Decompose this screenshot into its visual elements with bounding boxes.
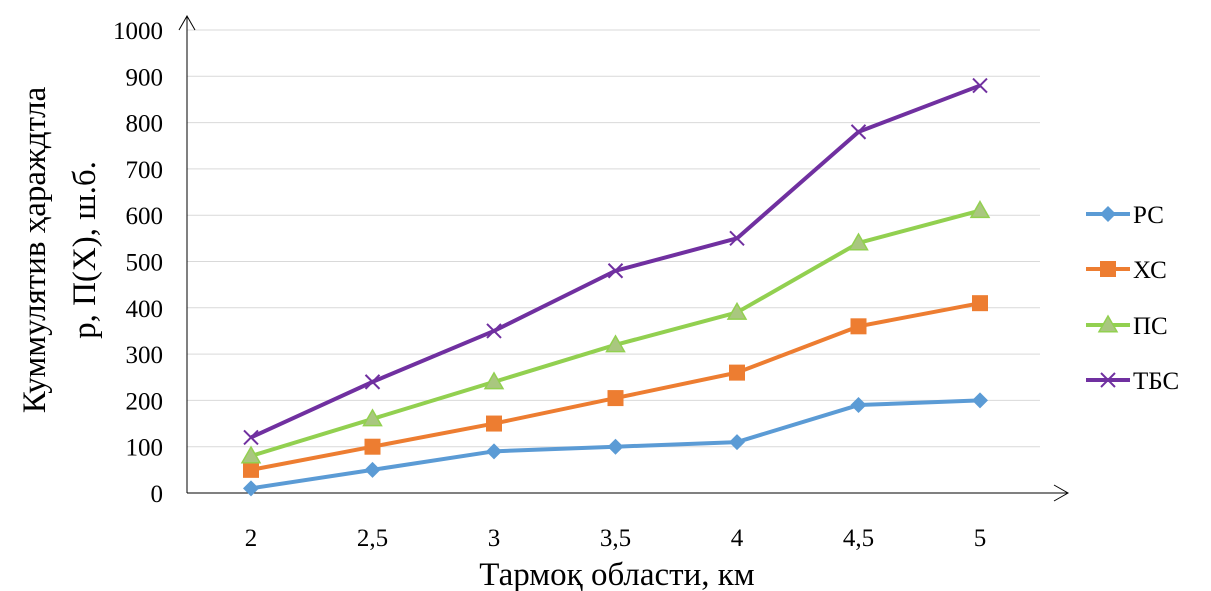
x-axis-label: Тармоқ области, км	[479, 557, 754, 591]
data-point	[972, 295, 988, 312]
y-tick-label: 600	[126, 203, 164, 230]
legend-label: РС	[1133, 202, 1164, 229]
y-tick-label: 900	[126, 64, 164, 91]
y-tick-label: 300	[126, 342, 164, 369]
y-axis-label-line-2: р, П(Х), ш.б.	[67, 161, 103, 339]
data-point	[362, 408, 383, 427]
legend-marker	[1100, 372, 1116, 388]
data-point	[607, 263, 624, 279]
x-tick-label: 4	[731, 525, 744, 552]
x-tick-label: 3	[488, 525, 501, 552]
legend-marker	[1100, 261, 1116, 277]
data-point	[486, 323, 502, 339]
data-point	[729, 230, 745, 247]
y-tick-label: 400	[126, 296, 164, 323]
data-point	[850, 318, 867, 335]
data-point	[364, 438, 381, 455]
legend-marker	[1097, 314, 1119, 333]
series-ПС	[240, 200, 991, 464]
series-line	[250, 208, 981, 458]
gridlines	[187, 29, 1040, 448]
data-point	[483, 371, 505, 390]
data-series	[240, 77, 991, 497]
legend-item: ТБС	[1086, 368, 1179, 395]
legend-item: РС	[1086, 202, 1164, 229]
data-point	[729, 364, 745, 381]
x-tick-label: 4,5	[843, 525, 874, 552]
y-tick-label: 0	[151, 481, 164, 508]
data-point	[850, 397, 867, 414]
data-point	[969, 200, 991, 219]
y-tick-label: 200	[126, 388, 164, 415]
data-point	[726, 301, 748, 320]
data-point	[364, 374, 381, 390]
data-point	[972, 77, 988, 94]
y-tick-label: 700	[126, 157, 164, 184]
legend-label: ТБС	[1133, 368, 1179, 395]
data-point	[243, 429, 259, 446]
data-point	[486, 443, 502, 460]
x-axis-arrow	[1053, 484, 1070, 502]
x-tick-label: 2,5	[357, 525, 388, 552]
y-axis-label: Куммулятив ҳараждтла	[17, 86, 53, 413]
legend-item: ПС	[1086, 313, 1168, 340]
x-tick-labels: 2 2,5 3 3,5 4 4,5 5	[245, 525, 987, 552]
data-point	[607, 390, 624, 407]
x-tick-label: 5	[974, 525, 987, 552]
data-point	[729, 434, 745, 451]
y-tick-labels: 0 100 200 300 400 500 600 700 800 900 1000	[113, 18, 163, 508]
data-point	[607, 438, 624, 455]
data-point	[243, 480, 259, 497]
axes	[178, 14, 1070, 502]
y-axis-arrow	[178, 14, 196, 31]
series-ХС	[243, 295, 988, 478]
y-tick-label: 500	[126, 250, 164, 277]
data-point	[972, 392, 988, 409]
x-tick-label: 3,5	[600, 525, 631, 552]
data-point	[243, 461, 259, 478]
legend-marker	[1100, 206, 1116, 222]
y-tick-label: 100	[126, 435, 164, 462]
legend-label: ПС	[1133, 313, 1168, 340]
y-tick-label: 1000	[113, 18, 163, 45]
data-point	[364, 461, 381, 478]
series-ТБС	[243, 77, 988, 446]
x-tick-label: 2	[245, 525, 258, 552]
data-point	[848, 232, 869, 251]
legend: РС ХС ПС ТБС	[1086, 202, 1179, 395]
legend-item: ХС	[1086, 257, 1167, 284]
data-point	[850, 124, 867, 140]
series-РС	[243, 392, 988, 497]
data-point	[486, 415, 502, 432]
legend-label: ХС	[1133, 257, 1167, 284]
data-point	[605, 334, 626, 353]
y-tick-label: 800	[126, 111, 164, 138]
data-point	[240, 445, 262, 464]
